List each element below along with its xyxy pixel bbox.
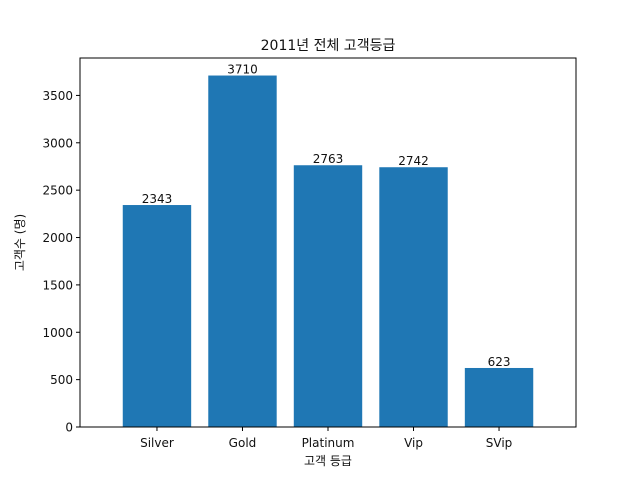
chart-title: 2011년 전체 고객등급 (261, 38, 396, 54)
bar-value-label: 2742 (398, 154, 429, 168)
x-axis-label: 고객 등급 (304, 454, 352, 468)
plot-frame (79, 57, 577, 428)
y-tick-label: 500 (50, 373, 73, 387)
bar-value-label: 2763 (313, 152, 344, 166)
y-tick-label: 1500 (42, 278, 73, 292)
bar-value-label: 623 (488, 355, 511, 369)
y-axis-label: 고객수 (명) (13, 214, 27, 271)
x-tick-label: Platinum (302, 436, 355, 450)
y-tick-label: 3000 (42, 136, 73, 150)
plot-area: 0 500 1000 1500 2000 2500 3000 3500 Silver 2343 Go… (42, 63, 534, 450)
bar-vip (379, 167, 448, 428)
y-tick-label: 3500 (42, 89, 73, 103)
y-tick-label: 2000 (42, 231, 73, 245)
x-tick-label: Silver (140, 436, 174, 450)
y-tick-label: 2500 (42, 184, 73, 198)
bar-svip (464, 367, 534, 427)
bar-platinum (293, 165, 363, 427)
bar-value-label: 2343 (142, 192, 173, 206)
bar-value-label: 3710 (227, 63, 258, 77)
x-tick-label: Vip (404, 436, 423, 450)
x-tick-label: SVip (486, 436, 513, 450)
y-tick-label: 0 (65, 421, 73, 435)
bar-silver (122, 205, 192, 427)
y-tick-label: 1000 (42, 326, 73, 340)
x-tick-label: Gold (229, 436, 257, 450)
bar-gold (208, 75, 277, 428)
